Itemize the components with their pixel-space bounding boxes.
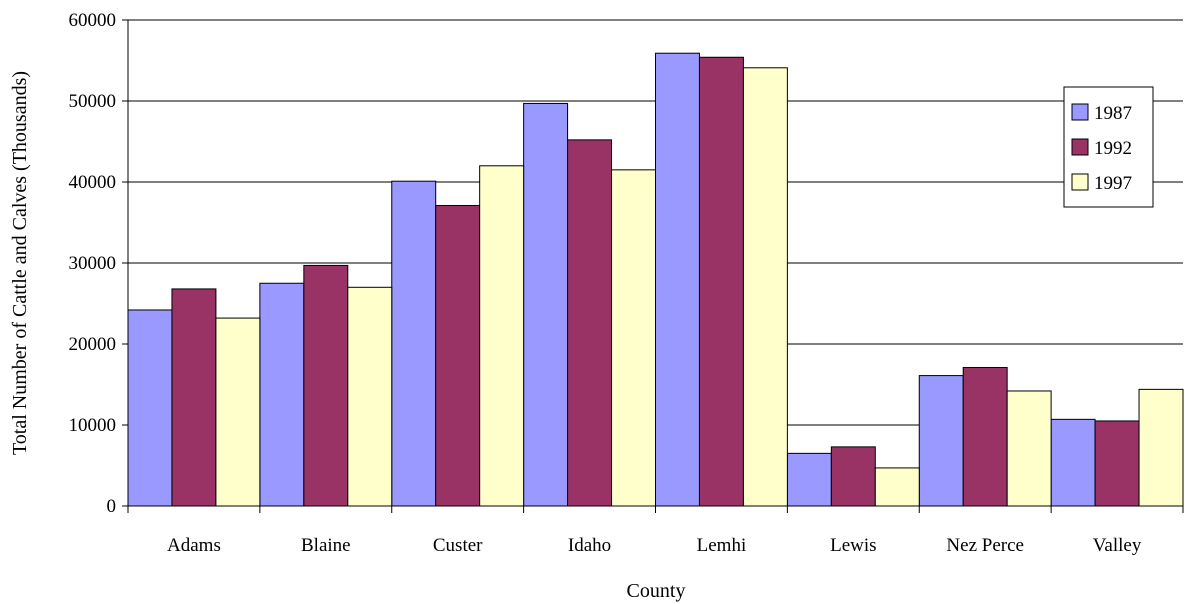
- bar-1997-valley: [1138, 388, 1184, 507]
- legend: 1987 1992 1997: [1063, 86, 1154, 208]
- bar-1992-custer: [435, 204, 481, 507]
- x-tick-label: Nez Perce: [946, 535, 1024, 556]
- x-tick-label: Adams: [167, 535, 221, 556]
- y-tick-label: 50000: [69, 91, 117, 112]
- legend-label-1992: 1992: [1094, 138, 1132, 159]
- y-tick-label: 10000: [69, 415, 117, 436]
- legend-swatch-1987: [1071, 103, 1089, 121]
- x-tick-label: Idaho: [568, 535, 611, 556]
- x-tick-label: Valley: [1093, 535, 1142, 556]
- bar-1987-custer: [391, 180, 437, 507]
- bar-1987-blaine: [259, 282, 305, 507]
- y-tick-label: 60000: [69, 10, 117, 31]
- bar-1997-idaho: [611, 169, 657, 507]
- x-tick-label: Lemhi: [697, 535, 747, 556]
- bar-1992-adams: [171, 288, 217, 507]
- bar-1987-nez-perce: [918, 375, 964, 507]
- axes: 0 10000 20000 30000 40000 50000 60000 Adams Blai…: [69, 10, 1184, 556]
- bar-1997-custer: [479, 165, 525, 507]
- bars: [127, 52, 1184, 507]
- legend-swatch-1997: [1071, 173, 1089, 191]
- bar-1992-nez-perce: [962, 366, 1008, 507]
- y-tick-label: 0: [107, 496, 117, 517]
- x-tick-label: Blaine: [301, 535, 351, 556]
- bar-1992-valley: [1094, 420, 1140, 507]
- bar-1987-lewis: [786, 452, 832, 507]
- legend-label-1997: 1997: [1094, 173, 1132, 194]
- x-tick-label: Lewis: [830, 535, 876, 556]
- x-tick-label: Custer: [433, 535, 483, 556]
- bar-1997-nez-perce: [1006, 390, 1052, 507]
- legend-label-1987: 1987: [1094, 103, 1132, 124]
- bar-1987-valley: [1050, 418, 1096, 507]
- y-axis-title: Total Number of Cattle and Calves (Thous…: [9, 71, 31, 455]
- bar-1987-adams: [127, 309, 173, 507]
- bar-1992-lewis: [830, 446, 876, 507]
- bar-1997-adams: [215, 317, 261, 507]
- y-tick-label: 40000: [69, 172, 117, 193]
- y-tick-label: 20000: [69, 334, 117, 355]
- y-tick-label: 30000: [69, 253, 117, 274]
- legend-swatch-1992: [1071, 138, 1089, 156]
- bar-1992-idaho: [567, 139, 613, 507]
- x-axis-title: County: [627, 580, 686, 602]
- bar-1987-idaho: [523, 102, 569, 507]
- bar-1997-lewis: [874, 467, 920, 507]
- bar-1992-blaine: [303, 264, 349, 507]
- bar-1992-lemhi: [698, 56, 744, 507]
- bar-1997-blaine: [347, 286, 393, 507]
- bar-1987-lemhi: [655, 52, 700, 507]
- bar-1997-lemhi: [742, 67, 788, 507]
